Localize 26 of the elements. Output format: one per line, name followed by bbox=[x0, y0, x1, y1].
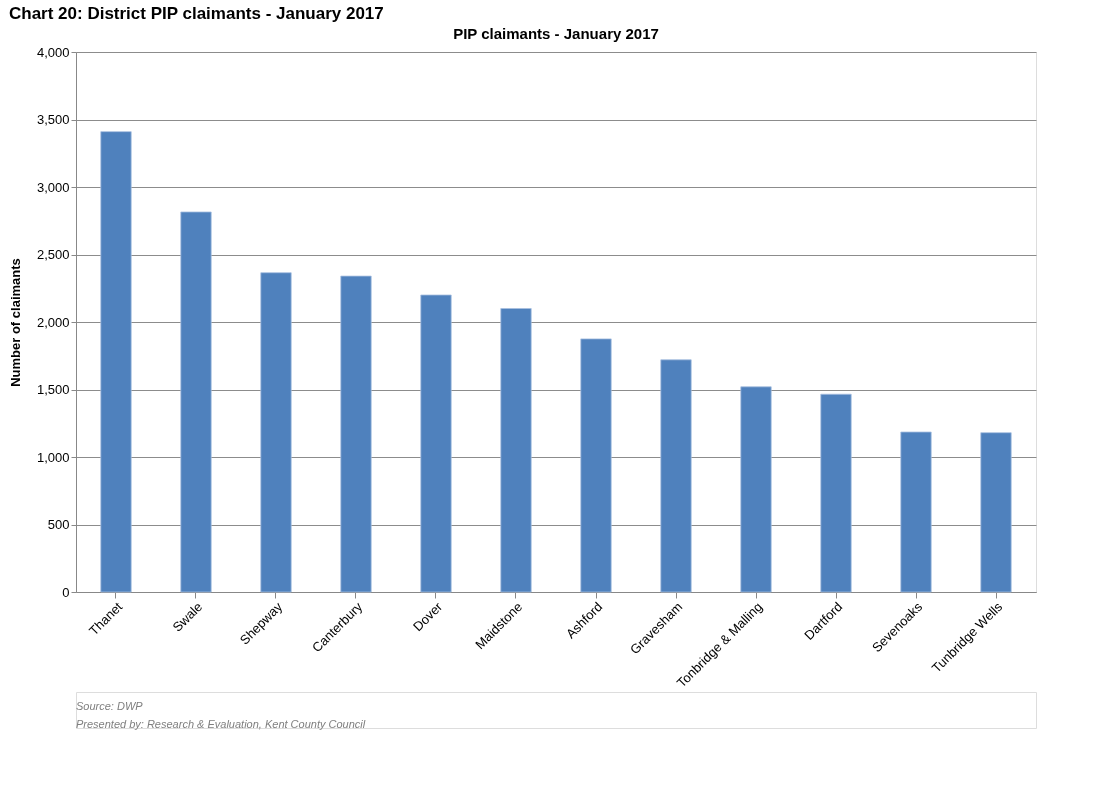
y-tick-label: 3,500 bbox=[36, 112, 70, 127]
bar bbox=[260, 272, 292, 593]
chart-title: Chart 20: District PIP claimants - January 2017 bbox=[8, 3, 384, 23]
y-tick-label: 2,000 bbox=[36, 314, 70, 330]
bar bbox=[580, 338, 612, 593]
chart-subtitle: PIP claimants - January 2017 bbox=[453, 25, 659, 42]
bar bbox=[340, 275, 372, 593]
y-tick-label: 1,500 bbox=[36, 382, 70, 397]
bar bbox=[740, 386, 772, 593]
y-tick-label: 500 bbox=[47, 517, 70, 532]
bar bbox=[500, 308, 532, 593]
bar bbox=[900, 431, 932, 593]
y-axis-title: Number of claimants bbox=[7, 258, 23, 387]
bar bbox=[660, 359, 692, 593]
y-tick-label: 3,000 bbox=[36, 179, 70, 195]
y-tick-label: 2,500 bbox=[36, 247, 70, 262]
bar bbox=[980, 432, 1012, 593]
bar bbox=[420, 294, 452, 593]
y-tick-label: 1,000 bbox=[36, 449, 70, 465]
y-tick-label: 4,000 bbox=[36, 44, 70, 60]
bar bbox=[820, 393, 852, 593]
source-note: Source: DWP bbox=[76, 700, 144, 712]
text: Presented by: Research & Evaluation, Kent County Council bbox=[76, 718, 366, 730]
bar bbox=[180, 211, 212, 593]
bar bbox=[100, 131, 132, 593]
y-tick-label: 0 bbox=[62, 584, 70, 600]
